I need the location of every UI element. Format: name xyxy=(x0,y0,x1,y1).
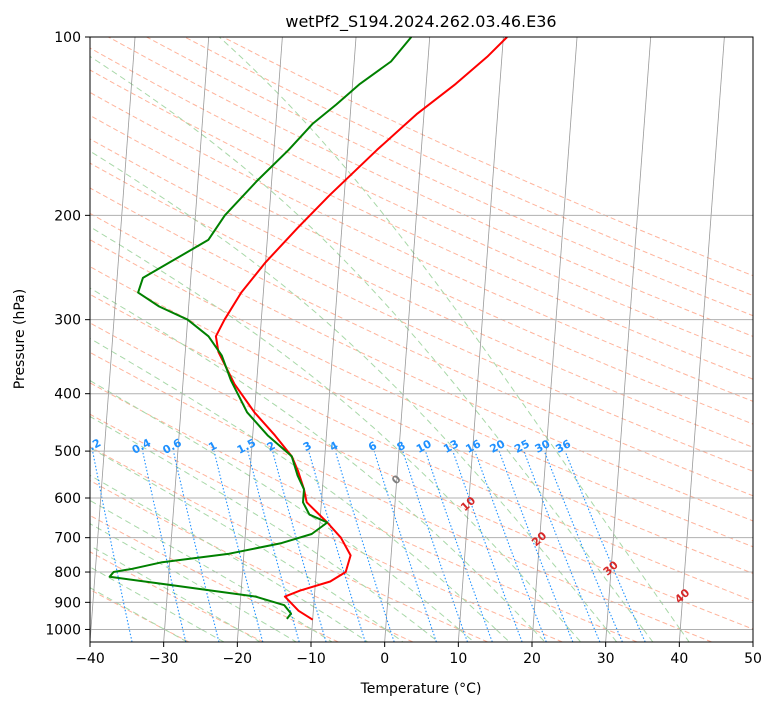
y-tick-label: 500 xyxy=(54,444,81,460)
isotherm xyxy=(678,37,725,642)
isotherm xyxy=(310,37,357,642)
y-tick-label: 400 xyxy=(54,387,81,403)
mixing-ratio-label: 13 xyxy=(441,437,461,456)
mixing-ratio-line xyxy=(213,450,264,642)
moist-adiabat xyxy=(90,150,618,642)
mixing-ratio-label: 25 xyxy=(512,437,532,456)
y-tick-label: 200 xyxy=(54,208,81,224)
x-axis: −40 −30 −20 −10 0 10 20 30 40 50 xyxy=(75,642,762,667)
y-axis-title: Pressure (hPa) xyxy=(12,289,28,389)
dry-adiabat xyxy=(90,162,753,472)
x-tick-label: 30 xyxy=(597,651,615,667)
isotherm xyxy=(236,37,283,642)
mixing-ratio-line xyxy=(452,450,523,642)
x-tick-label: −10 xyxy=(296,651,326,667)
x-axis-title: Temperature (°C) xyxy=(360,681,482,697)
mixing-ratio-line xyxy=(564,450,646,642)
mixing-ratio-line xyxy=(424,450,493,642)
dry-adiabat xyxy=(184,37,753,297)
y-tick-label: 100 xyxy=(54,30,81,46)
mixing-ratio-line xyxy=(523,450,601,642)
x-tick-label: 50 xyxy=(744,651,762,667)
dry-adiabat xyxy=(90,91,753,402)
moist-adiabat xyxy=(90,55,654,642)
dry-adiabat xyxy=(90,114,753,425)
y-tick-label: 600 xyxy=(54,491,81,507)
mixing-ratio-line xyxy=(142,450,187,642)
series-line-0 xyxy=(214,37,508,621)
moist-adiabat xyxy=(90,226,582,642)
mixing-ratio-line xyxy=(402,450,469,642)
moist-adiabat xyxy=(90,379,475,642)
isotherm xyxy=(163,37,210,642)
mixing-ratio-label: 20 xyxy=(488,437,508,456)
y-axis: 100 200 300 400 500 600 700 800 900 1000 xyxy=(45,30,90,638)
dry-adiabat xyxy=(90,266,753,574)
chart-title: wetPf2_S194.2024.262.03.46.E36 xyxy=(285,12,556,32)
y-tick-label: 900 xyxy=(54,595,81,611)
isotherm xyxy=(457,37,504,642)
mixing-ratio-line xyxy=(334,450,395,642)
sounding-series xyxy=(108,37,508,621)
dry-adiabat xyxy=(90,413,563,642)
mixing-ratio-label: 30 xyxy=(533,437,553,456)
dry-adiabat xyxy=(90,588,190,642)
mixing-ratio-line xyxy=(373,450,437,642)
isotherm xyxy=(605,37,652,642)
dry-adiabat xyxy=(90,293,753,602)
dry-adiabat xyxy=(90,138,753,448)
dry-adiabat xyxy=(90,322,753,630)
isotherm xyxy=(531,37,578,642)
moist-adiabat xyxy=(90,566,225,642)
mixing-ratio-line xyxy=(92,450,133,642)
mixing-ratio-line xyxy=(172,450,220,642)
mixing-ratio-line xyxy=(308,450,366,642)
pressure-gridlines xyxy=(90,37,753,630)
moist-adiabat xyxy=(90,523,297,642)
dry-adiabat xyxy=(90,239,753,548)
x-tick-label: −30 xyxy=(149,651,179,667)
moist-adiabat xyxy=(90,499,333,642)
background-lines xyxy=(90,37,753,642)
x-tick-label: 0 xyxy=(380,651,389,667)
moist-adiabat xyxy=(90,287,546,642)
moist-adiabat xyxy=(90,415,439,642)
isotherm xyxy=(384,37,431,642)
x-tick-label: −20 xyxy=(223,651,253,667)
isotherm xyxy=(90,37,136,642)
moist-adiabat xyxy=(90,337,510,642)
plot-frame xyxy=(89,36,754,643)
x-tick-label: −40 xyxy=(75,651,105,667)
moist-adiabat xyxy=(90,587,188,642)
mixing-ratio-line xyxy=(247,450,300,642)
mixing-ratio-line xyxy=(498,450,574,642)
mixing-ratio-line xyxy=(543,450,623,642)
mixing-ratio-line xyxy=(474,450,547,642)
dry-adiabat xyxy=(90,382,638,642)
moist-adiabat xyxy=(218,37,690,642)
x-tick-label: 10 xyxy=(449,651,467,667)
y-tick-label: 1000 xyxy=(45,622,81,638)
x-tick-label: 20 xyxy=(523,651,541,667)
mixing-ratio-line xyxy=(272,450,327,642)
moist-adiabat xyxy=(90,545,261,642)
moist-adiabat xyxy=(90,447,404,642)
y-tick-label: 700 xyxy=(54,531,81,547)
y-tick-label: 800 xyxy=(54,565,81,581)
mixing-ratio-label: 10 xyxy=(414,437,434,456)
y-tick-label: 300 xyxy=(54,313,81,329)
mixing-ratio-label: 16 xyxy=(463,437,483,456)
mixing-ratio-label: 36 xyxy=(553,437,573,456)
dry-adiabat xyxy=(90,187,753,497)
x-tick-label: 40 xyxy=(670,651,688,667)
series-line-1 xyxy=(108,37,413,620)
